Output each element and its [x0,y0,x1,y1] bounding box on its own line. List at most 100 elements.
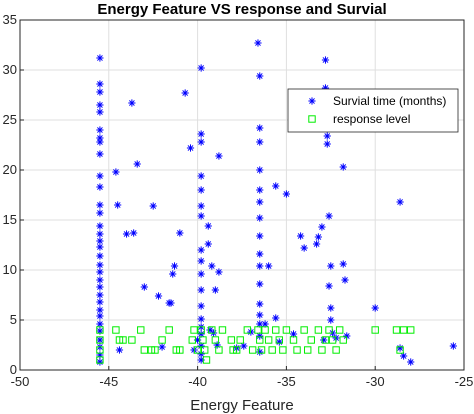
legend-marker-survival [308,97,316,105]
survival-point [96,268,104,276]
survival-point [96,276,104,284]
chart-title: Energy Feature VS response and Survial [97,1,386,18]
response-point [282,326,291,334]
survival-point [343,332,351,340]
y-tick-label: 35 [3,12,17,27]
survival-point [133,160,141,168]
survival-point [96,327,104,335]
survival-point [96,243,104,251]
response-point [399,326,408,334]
survival-point [197,172,205,180]
survival-point [96,336,104,344]
response-point [202,356,211,364]
survival-point [256,232,264,240]
response-point [371,326,379,334]
survival-point [96,298,104,306]
survival-point [297,232,305,240]
survival-point [197,356,205,364]
survival-point [275,338,283,346]
survival-point [197,138,205,146]
survival-point [213,341,221,349]
response-point [232,346,241,354]
survival-point [256,72,264,80]
survival-point [96,80,104,88]
survival-point [396,198,404,206]
x-tick-label: -50 [11,374,30,389]
response-point [300,326,308,334]
survival-point [154,292,163,300]
survival-point [211,286,219,294]
response-point [339,336,347,344]
response-point [256,336,264,344]
survival-point [197,212,205,220]
survival-point [256,300,264,308]
survival-point [341,276,349,284]
survival-point [114,201,122,209]
survival-point [318,223,326,231]
survival-point [170,262,179,270]
survival-point [96,88,104,96]
survival-point [96,283,104,291]
response-point [158,336,166,344]
survival-point [327,316,335,324]
series-response-level [96,326,415,364]
survival-point [206,326,214,334]
survival-point [339,163,347,171]
survival-point [96,306,104,314]
survival-point [407,358,415,366]
grid-lines [20,20,464,370]
survival-point [96,209,104,217]
y-tick-label: 20 [3,162,17,177]
survival-point [197,257,205,265]
legend-label-response: response level [333,112,410,126]
survival-point [96,201,104,209]
survival-point [400,352,408,360]
survival-point [321,84,330,92]
survival-point [272,182,280,190]
survival-point [96,183,104,191]
survival-point [256,348,264,356]
response-point [197,326,205,334]
survival-point [149,202,157,210]
response-point [407,326,415,334]
survival-point [122,230,131,238]
response-point [304,346,312,354]
response-point [176,346,184,354]
response-point [188,336,196,344]
response-point [261,326,269,334]
survival-point [240,342,248,350]
response-point [318,346,326,354]
survival-point [272,314,280,322]
response-point [248,346,257,354]
survival-point [186,144,195,152]
survival-point [176,229,184,237]
response-point [211,336,220,344]
response-point [128,336,136,344]
survival-point [197,302,205,310]
response-point [321,336,330,344]
survival-point [96,150,104,158]
survival-point [256,124,264,132]
response-point [289,336,298,344]
survival-point [96,172,104,180]
survival-point [256,311,264,319]
response-point [332,346,340,354]
survival-point [167,299,175,307]
survival-point [321,56,330,64]
survival-point [96,291,104,299]
survival-point [197,202,205,210]
survival-point [325,212,333,220]
survival-point [314,233,322,241]
legend-marker-response [308,115,316,123]
survival-point [112,168,120,176]
survival-point [396,344,404,352]
axis-ticks: -50 -45 -40 -35 -30 -25 0 5 10 15 20 25 30 35 [3,12,474,389]
survival-point [197,315,205,323]
survival-point [265,262,273,270]
survival-point [289,330,298,338]
x-tick-label: -30 [366,374,385,389]
response-point [227,336,236,344]
response-point [396,346,404,354]
response-point [119,336,127,344]
legend-asterisk-marker [308,97,316,105]
